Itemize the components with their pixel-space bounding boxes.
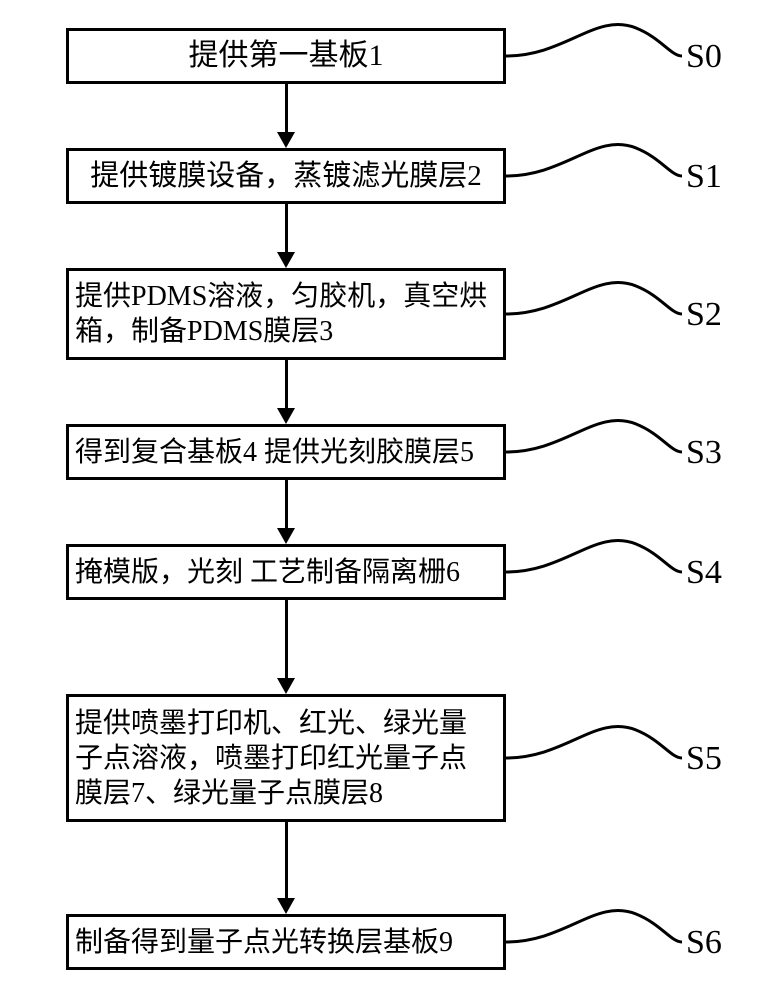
leader-s6 xyxy=(506,904,686,969)
step-box-s3: 得到复合基板4 提供光刻胶膜层5 xyxy=(66,424,506,480)
step-text-s0: 提供第一基板1 xyxy=(189,37,384,75)
step-label-s0: S0 xyxy=(686,38,722,76)
leader-s4 xyxy=(506,534,686,599)
leader-s5 xyxy=(506,720,686,785)
leader-s2 xyxy=(506,276,686,341)
step-text-s6: 制备得到量子点光转换层基板9 xyxy=(75,925,453,960)
leader-s0 xyxy=(506,18,686,83)
flowchart-stage: 提供第一基板1 提供镀膜设备，蒸镀滤光膜层2 提供PDMS溶液，匀胶机，真空烘 … xyxy=(0,0,781,1000)
step-text-s4: 掩模版，光刻 工艺制备隔离栅6 xyxy=(75,555,460,590)
step-text-s5-l0: 提供喷墨打印机、红光、绿光量 xyxy=(75,706,467,741)
step-label-s5: S5 xyxy=(686,740,722,778)
leader-s1 xyxy=(506,138,686,203)
step-box-s2: 提供PDMS溶液，匀胶机，真空烘 箱，制备PDMS膜层3 xyxy=(66,268,506,360)
step-text-s5-l2: 膜层7、绿光量子点膜层8 xyxy=(75,776,467,811)
step-label-s4: S4 xyxy=(686,554,722,592)
step-box-s0: 提供第一基板1 xyxy=(66,28,506,84)
step-text-s2-l1: 箱，制备PDMS膜层3 xyxy=(75,314,487,349)
step-text-s2: 提供PDMS溶液，匀胶机，真空烘 箱，制备PDMS膜层3 xyxy=(75,279,487,349)
step-box-s1: 提供镀膜设备，蒸镀滤光膜层2 xyxy=(66,148,506,204)
step-box-s6: 制备得到量子点光转换层基板9 xyxy=(66,914,506,970)
leader-s3 xyxy=(506,414,686,479)
step-text-s5-l1: 子点溶液，喷墨打印红光量子点 xyxy=(75,741,467,776)
step-text-s1: 提供镀膜设备，蒸镀滤光膜层2 xyxy=(90,158,482,194)
step-label-s3: S3 xyxy=(686,434,722,472)
step-label-s6: S6 xyxy=(686,924,722,962)
step-box-s4: 掩模版，光刻 工艺制备隔离栅6 xyxy=(66,544,506,600)
step-label-s2: S2 xyxy=(686,296,722,334)
step-label-s1: S1 xyxy=(686,158,722,196)
step-box-s5: 提供喷墨打印机、红光、绿光量 子点溶液，喷墨打印红光量子点 膜层7、绿光量子点膜… xyxy=(66,694,506,822)
step-text-s2-l0: 提供PDMS溶液，匀胶机，真空烘 xyxy=(75,279,487,314)
step-text-s3: 得到复合基板4 提供光刻胶膜层5 xyxy=(75,435,474,470)
step-text-s5: 提供喷墨打印机、红光、绿光量 子点溶液，喷墨打印红光量子点 膜层7、绿光量子点膜… xyxy=(75,706,467,811)
